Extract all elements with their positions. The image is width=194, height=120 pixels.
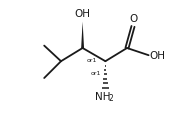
Text: OH: OH	[149, 51, 165, 61]
Text: 2: 2	[108, 94, 113, 103]
Text: OH: OH	[75, 9, 91, 19]
Text: or1: or1	[91, 71, 101, 76]
Polygon shape	[81, 22, 84, 48]
Text: O: O	[129, 14, 137, 24]
Text: or1: or1	[87, 58, 97, 63]
Text: NH: NH	[95, 92, 111, 102]
